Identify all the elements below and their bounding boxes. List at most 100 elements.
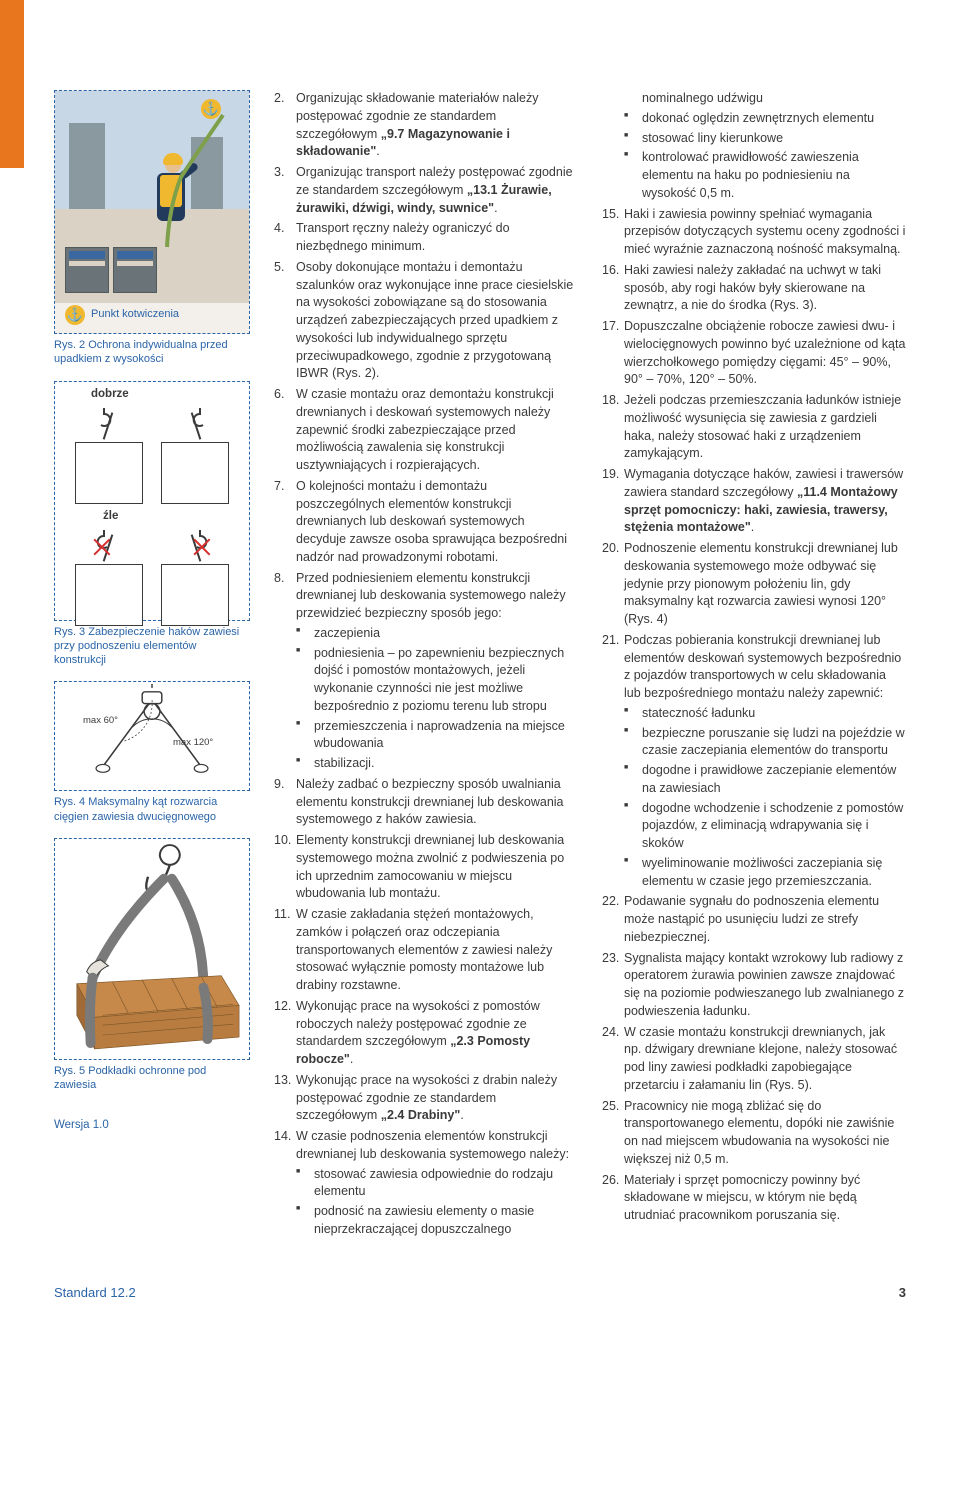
item-number: 20. <box>602 540 619 558</box>
item-text: Sygnalista mający kontakt wzrokowy lub r… <box>624 951 904 1018</box>
standard-label: Standard 12.2 <box>54 1284 136 1302</box>
item-text: Podczas pobierania konstrukcji drewniane… <box>624 633 901 700</box>
bullet-sublist: dokonać oględzin zewnętrznych elementust… <box>624 110 906 203</box>
item-number: 2. <box>274 90 284 108</box>
bullet-item: stosować zawiesia odpowiednie do rodzaju… <box>296 1166 578 1202</box>
item-text: Podnoszenie elementu konstrukcji drewnia… <box>624 541 898 626</box>
item-text: Elementy konstrukcji drewnianej lub desk… <box>296 833 564 900</box>
bullet-item: wyeliminowanie możliwości zaczepiania si… <box>624 855 906 891</box>
list-item: 13.Wykonując prace na wysokości z drabin… <box>274 1072 578 1125</box>
figure-5-caption: Rys. 5 Podkładki ochronne pod zawiesia <box>54 1064 250 1093</box>
item-number: 14. <box>274 1128 291 1146</box>
bullet-sublist: stosować zawiesia odpowiednie do rodzaju… <box>296 1166 578 1239</box>
list-item: 25. Pracownicy nie mogą zbliżać się do tr… <box>602 1098 906 1169</box>
figure-4: max 60° max 120° Rys. 4 Maksymalny kąt r… <box>54 681 250 824</box>
item-number: 22. <box>602 893 619 911</box>
list-item: 12. Wykonując prace na wysokości z pomost… <box>274 998 578 1069</box>
bullet-item: stateczność ładunku <box>624 705 906 723</box>
bullet-item: dogodne i prawidłowe zaczepianie element… <box>624 762 906 798</box>
figure-3-caption: Rys. 3 Zabezpieczenie haków zawiesi przy… <box>54 625 250 668</box>
item-number: 11. <box>274 906 290 924</box>
bullet-item: przemieszczenia i naprowadzenia na miejs… <box>296 718 578 754</box>
continuation-text: nominalnego udźwigu <box>624 90 906 108</box>
item-number: 23. <box>602 950 619 968</box>
figure-5-image <box>54 838 250 1060</box>
item-number: 10. <box>274 832 291 850</box>
list-item: 10. Elementy konstrukcji drewnianej lub d… <box>274 832 578 903</box>
bullet-sublist: stateczność ładunku bezpieczne poruszanie… <box>624 705 906 891</box>
list-item: 3. Organizując transport należy postępowa… <box>274 164 578 217</box>
item-text: Przed podniesieniem elementu konstrukcji… <box>296 571 566 621</box>
item-text: W czasie montażu oraz demontażu konstruk… <box>296 387 554 472</box>
item-text: O kolejności montażu i demontażu poszcze… <box>296 479 567 564</box>
anchor-icon: ⚓ <box>65 305 85 325</box>
item-number: 18. <box>602 392 619 410</box>
numbered-list-col1: 2.Organizując składowanie materiałów nal… <box>274 90 578 1239</box>
numbered-list-col2: nominalnego udźwigu dokonać oględzin zewn… <box>602 90 906 203</box>
item-number: 7. <box>274 478 284 496</box>
item-text: W czasie montażu konstrukcji drewnianych… <box>624 1025 897 1092</box>
bullet-item: dokonać oględzin zewnętrznych elementu <box>624 110 906 128</box>
item-number: 3. <box>274 164 284 182</box>
item-text: Dopuszczalne obciążenie robocze zawiesi … <box>624 319 905 386</box>
item-text: Należy zadbać o bezpieczny sposób uwalni… <box>296 777 564 827</box>
page-footer: Standard 12.2 3 <box>0 1278 960 1322</box>
item-number: 26. <box>602 1172 619 1190</box>
page-number: 3 <box>899 1284 906 1302</box>
numbered-list-col2b: 15.Haki i zawiesia powinny spełniać wyma… <box>602 206 906 1225</box>
list-item: 4. Transport ręczny należy ograniczyć do … <box>274 220 578 256</box>
item-number: 9. <box>274 776 284 794</box>
list-item: 23. Sygnalista mający kontakt wzrokowy lu… <box>602 950 906 1021</box>
list-item: 17.Dopuszczalne obciążenie robocze zawie… <box>602 318 906 389</box>
item-text: Haki zawiesi należy zakładać na uchwyt w… <box>624 263 881 313</box>
figure-3-image: dobrze źle <box>54 381 250 621</box>
main-text-columns: 2.Organizując składowanie materiałów nal… <box>274 90 906 1242</box>
anchor-point-label: Punkt kotwiczenia <box>91 307 179 323</box>
angle-label-120: max 120° <box>173 736 213 749</box>
list-item: 20. Podnoszenie elementu konstrukcji drew… <box>602 540 906 629</box>
list-item: 7. O kolejności montażu i demontażu poszc… <box>274 478 578 567</box>
list-item: 14.W czasie podnoszenia elementów konstr… <box>274 1128 578 1239</box>
item-number: 24. <box>602 1024 619 1042</box>
item-number: 4. <box>274 220 284 238</box>
item-number: 5. <box>274 259 284 277</box>
figure-2-image: ⚓ ⚓ Punkt kotwiczenia <box>54 90 250 334</box>
list-item: 8.Przed podniesieniem elementu konstrukc… <box>274 570 578 773</box>
version-label: Wersja 1.0 <box>54 1117 250 1133</box>
list-item: 15.Haki i zawiesia powinny spełniać wyma… <box>602 206 906 259</box>
anchor-icon: ⚓ <box>201 99 221 119</box>
safety-rope <box>161 107 231 257</box>
list-item: 6.W czasie montażu oraz demontażu konstr… <box>274 386 578 475</box>
bullet-item: podnosić na zawiesiu elementy o masie ni… <box>296 1203 578 1239</box>
item-number: 16. <box>602 262 619 280</box>
list-item: 18. Jeżeli podczas przemieszczania ładunk… <box>602 392 906 463</box>
cross-icon <box>91 536 113 558</box>
cross-icon <box>191 536 213 558</box>
item-number: 12. <box>274 998 291 1016</box>
text-column-1: 2.Organizując składowanie materiałów nal… <box>274 90 578 1242</box>
item-text: Jeżeli podczas przemieszczania ładunków … <box>624 393 901 460</box>
item-text: Wymagania dotyczące haków, zawiesi i tra… <box>624 467 903 534</box>
figure-2-caption: Rys. 2 Ochrona indywidualna przed upadki… <box>54 338 250 367</box>
item-text: Haki i zawiesia powinny spełniać wymagan… <box>624 207 905 257</box>
list-item: 19. Wymagania dotyczące haków, zawiesi i … <box>602 466 906 537</box>
list-item: 16. Haki zawiesi należy zakładać na uchwy… <box>602 262 906 315</box>
item-number: 25. <box>602 1098 619 1116</box>
figure-2: ⚓ ⚓ Punkt kotwiczenia Rys. 2 Ochrona ind… <box>54 90 250 367</box>
item-number: 19. <box>602 466 619 484</box>
item-number: 21. <box>602 632 619 650</box>
item-text: Pracownicy nie mogą zbliżać się do trans… <box>624 1099 894 1166</box>
bullet-item: stabilizacji. <box>296 755 578 773</box>
list-item: 9. Należy zadbać o bezpieczny sposób uwal… <box>274 776 578 829</box>
page-accent-bar <box>0 0 24 168</box>
figure-3: dobrze źle <box>54 381 250 668</box>
angle-label-60: max 60° <box>83 714 118 727</box>
item-text: Wykonując prace na wysokości z pomostów … <box>296 999 540 1066</box>
bullet-item: zaczepienia <box>296 625 578 643</box>
list-item: 2.Organizując składowanie materiałów nal… <box>274 90 578 161</box>
bullet-item: bezpieczne poruszanie się ludzi na pojeź… <box>624 725 906 761</box>
item-text: Materiały i sprzęt pomocniczy powinny by… <box>624 1173 860 1223</box>
item-text: Organizując transport należy postępować … <box>296 165 573 215</box>
item-text: W czasie zakładania stężeń montażowych, … <box>296 907 552 992</box>
item-text: Transport ręczny należy ograniczyć do ni… <box>296 221 510 253</box>
